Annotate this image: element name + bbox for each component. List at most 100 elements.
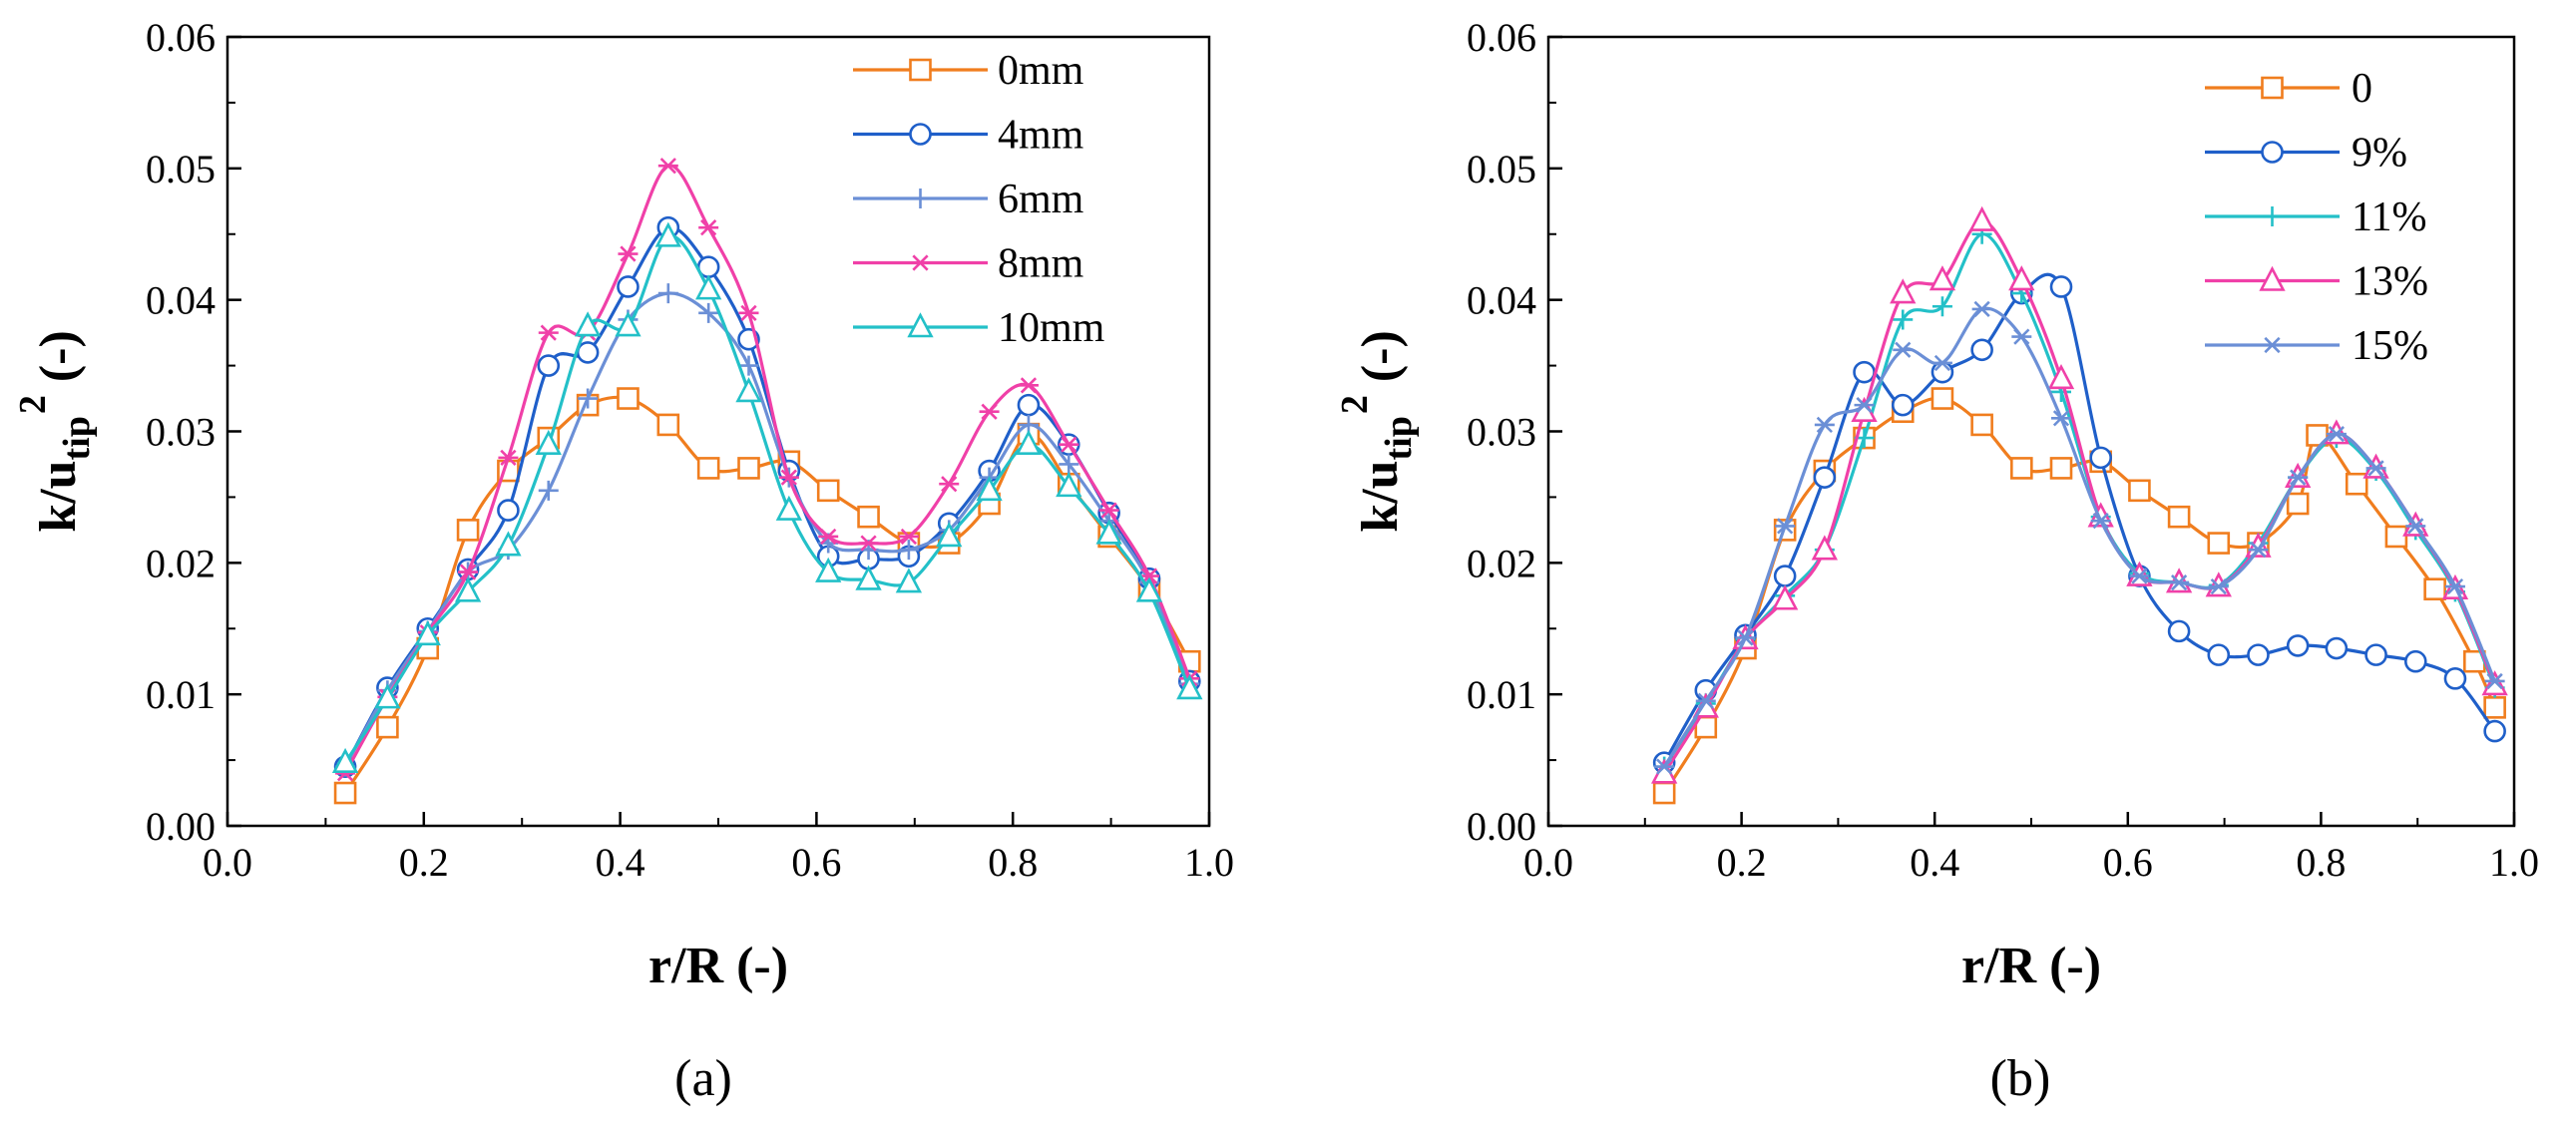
legend-item: 0	[2205, 66, 2372, 112]
panel-a: 0.0 0.2 0.4 0.6 0.8 1.0 0.00 0.01 0.02 0.03 0.04 0.…	[12, 15, 1234, 1107]
data-point	[775, 495, 802, 521]
data-point	[855, 565, 882, 590]
legend-item: 13%	[2205, 259, 2428, 305]
y-tick-label: 0.01	[1467, 672, 1536, 717]
data-point	[2169, 573, 2190, 591]
legend-label: 4mm	[998, 113, 1084, 159]
y-tick-label: 0.01	[146, 672, 215, 717]
data-point	[1813, 466, 1837, 489]
legend-marker	[907, 312, 934, 338]
legend-label: 15%	[2352, 323, 2428, 369]
panel-b: 0.0 0.2 0.4 0.6 0.8 1.0 0.00 0.01 0.02 0.03 0.04 0.…	[1334, 15, 2539, 1107]
data-point	[778, 469, 799, 486]
series-line	[343, 291, 1191, 768]
y-axis-title: k/utip2 (-)	[12, 330, 98, 533]
data-point	[2444, 577, 2465, 595]
legend-label: 6mm	[998, 177, 1084, 222]
data-point	[576, 341, 600, 364]
y-tick-label: 0.02	[1467, 541, 1536, 585]
legend-marker	[910, 189, 931, 208]
data-point	[538, 480, 559, 501]
data-point	[815, 557, 842, 582]
x-tick-label: 0.2	[1717, 840, 1767, 885]
series-line	[1662, 306, 2497, 768]
data-point	[1654, 758, 1675, 775]
data-point	[1695, 692, 1716, 709]
data-point	[1773, 565, 1797, 587]
data-point	[657, 283, 678, 304]
data-point	[617, 387, 640, 410]
legend-marker	[2261, 141, 2284, 164]
legend: 0mm 4mm 6mm 8mm 10mm	[853, 48, 1105, 351]
legend-marker	[2259, 265, 2286, 291]
data-point	[1893, 341, 1914, 358]
data-point	[2306, 424, 2329, 447]
data-point	[2483, 696, 2506, 719]
data-point	[1735, 629, 1756, 646]
data-point	[2207, 532, 2231, 555]
data-point	[2484, 672, 2505, 690]
y-tick-label: 0.06	[146, 15, 215, 60]
data-point	[2011, 328, 2032, 345]
data-point	[698, 219, 719, 236]
x-tick-label: 0.0	[203, 840, 252, 885]
data-point	[2167, 619, 2191, 643]
x-tick-label: 1.0	[1184, 840, 1234, 885]
data-point	[657, 158, 678, 175]
data-point	[618, 245, 639, 262]
y-tick-label: 0.03	[1467, 410, 1536, 455]
data-point	[858, 535, 879, 552]
series-line	[343, 164, 1191, 775]
legend-item: 11%	[2205, 194, 2426, 240]
data-point	[1015, 429, 1043, 455]
data-point	[976, 476, 1003, 502]
legend-label: 8mm	[998, 241, 1084, 287]
data-point	[2443, 667, 2467, 690]
data-point	[738, 355, 759, 376]
data-point	[331, 747, 359, 774]
data-point	[1890, 278, 1917, 304]
data-point	[2481, 670, 2508, 696]
data-point	[538, 324, 559, 341]
data-point	[654, 221, 681, 247]
legend-marker	[909, 123, 932, 146]
legend-marker	[2261, 76, 2284, 100]
x-tick-label: 0.8	[988, 840, 1038, 885]
data-point	[816, 479, 840, 503]
x-tick-label: 0.6	[2103, 840, 2153, 885]
data-point	[895, 568, 923, 593]
data-point	[1098, 502, 1119, 519]
data-point	[456, 519, 480, 542]
data-point	[1971, 300, 1992, 318]
data-point	[2248, 542, 2269, 559]
legend-marker	[910, 254, 931, 271]
data-point	[1017, 393, 1041, 417]
panel-caption: (a)	[674, 1050, 732, 1107]
data-point	[2049, 275, 2073, 298]
data-point	[617, 275, 640, 298]
x-axis-title: r/R (-)	[648, 938, 788, 994]
series-11%	[1654, 223, 2505, 777]
legend-label: 0	[2352, 66, 2372, 112]
data-point	[454, 576, 482, 602]
y-tick-label: 0.06	[1467, 15, 1536, 60]
legend-label: 9%	[2352, 131, 2407, 177]
data-point	[2207, 643, 2231, 666]
y-tick-label: 0.04	[146, 278, 215, 323]
legend-label: 13%	[2352, 259, 2428, 305]
legend-item: 10mm	[853, 305, 1105, 351]
x-tick-label: 0.4	[596, 840, 645, 885]
data-point	[1932, 354, 1952, 372]
legend-item: 0mm	[853, 48, 1084, 94]
data-point	[936, 522, 963, 548]
data-point	[578, 388, 599, 409]
data-point	[1814, 416, 1835, 434]
data-point	[2286, 634, 2310, 657]
data-point	[1854, 397, 1875, 414]
data-point	[1853, 360, 1876, 384]
y-tick-label: 0.05	[146, 147, 215, 191]
data-point	[2128, 479, 2151, 503]
data-point	[497, 499, 520, 522]
data-point	[2325, 636, 2349, 660]
data-point	[2129, 568, 2150, 584]
